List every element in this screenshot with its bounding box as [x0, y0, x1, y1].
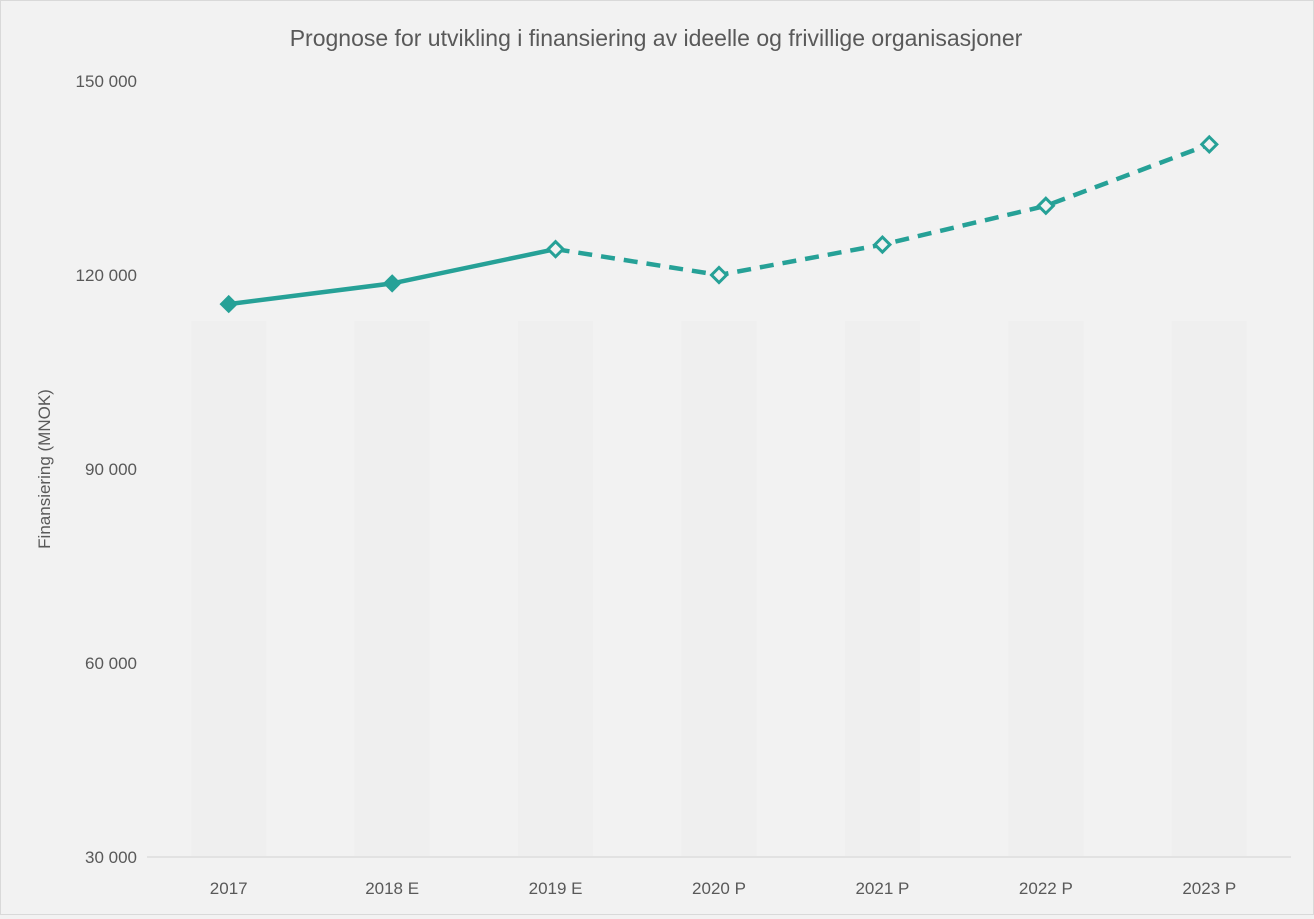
y-axis-label: Finansiering (MNOK): [35, 389, 54, 549]
x-tick-label: 2017: [210, 879, 248, 898]
x-tick-label: 2021 P: [855, 879, 909, 898]
column-band: [844, 321, 921, 857]
y-tick-label: 120 000: [76, 266, 137, 285]
column-bands: [191, 321, 1247, 857]
x-tick-label: 2022 P: [1019, 879, 1073, 898]
data-point-marker: [219, 294, 238, 314]
y-tick-label: 150 000: [76, 72, 137, 91]
column-band: [1008, 321, 1084, 857]
chart-title: Prognose for utvikling i finansiering av…: [290, 25, 1023, 51]
column-band: [517, 321, 594, 857]
column-band: [681, 321, 757, 857]
x-axis-ticks: 2017 2018 E 2019 E 2020 P 2021 P 2022 P 2023 P: [210, 879, 1236, 898]
forecast-point-marker: [709, 265, 729, 285]
column-band: [191, 321, 267, 857]
x-tick-label: 2018 E: [365, 879, 419, 898]
forecast-point-marker: [1199, 134, 1219, 154]
y-tick-label: 60 000: [85, 654, 137, 673]
data-series: [219, 134, 1219, 314]
forecast-point-marker: [872, 234, 893, 255]
y-tick-label: 90 000: [85, 460, 137, 479]
column-band: [354, 321, 430, 857]
x-tick-label: 2019 E: [529, 879, 583, 898]
column-band: [1171, 321, 1247, 857]
forecast-point-marker: [545, 239, 566, 259]
data-point-marker: [382, 274, 402, 293]
series-line: [555, 142, 1211, 278]
y-axis-ticks: 30 000 60 000 90 000 120 000 150 000: [76, 72, 137, 867]
x-tick-label: 2020 P: [692, 879, 746, 898]
x-tick-label: 2023 P: [1182, 879, 1236, 898]
forecast-point-marker: [1036, 196, 1056, 216]
y-tick-label: 30 000: [85, 848, 137, 867]
